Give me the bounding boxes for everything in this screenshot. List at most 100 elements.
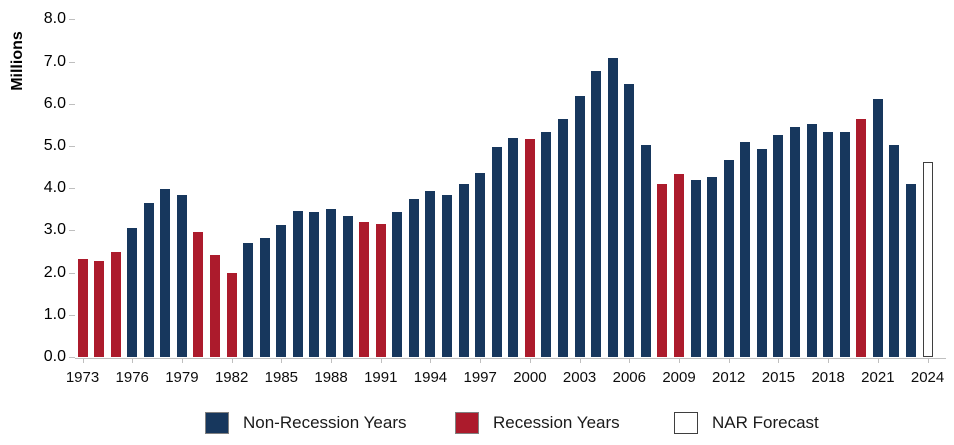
- bar-1977: [143, 202, 154, 357]
- bar-2018: [823, 131, 834, 357]
- bar-1982: [226, 273, 237, 357]
- x-tick-label: 1988: [314, 369, 348, 386]
- y-tick-mark: [69, 19, 75, 21]
- x-tick-mark: [480, 359, 482, 363]
- bar-1992: [392, 212, 403, 357]
- y-tick-label: 5.0: [43, 137, 66, 154]
- x-tick-mark: [181, 359, 183, 363]
- y-tick-mark: [69, 103, 75, 105]
- y-tick-label: 2.0: [43, 263, 66, 281]
- x-tick-mark: [231, 359, 233, 363]
- x-tick-label: 1997: [463, 369, 497, 386]
- bar-1973: [77, 258, 88, 357]
- x-tick-label: 1994: [413, 369, 448, 386]
- legend-swatch-nar-forecast: [674, 412, 698, 434]
- bar-1994: [425, 191, 436, 357]
- bar-1990: [359, 222, 370, 357]
- bar-1988: [326, 208, 337, 357]
- legend-label-recession: Recession Years: [493, 413, 620, 432]
- bar-2006: [624, 83, 635, 357]
- x-tick-mark: [877, 359, 879, 363]
- legend-entry-non-recession: Non-Recession Years: [205, 412, 406, 434]
- legend-entry-nar-forecast: NAR Forecast: [674, 412, 819, 434]
- y-tick-label: 8.0: [43, 10, 66, 28]
- x-tick-mark: [380, 359, 382, 363]
- bar-2009: [674, 173, 685, 357]
- x-tick-label: 1985: [264, 369, 299, 386]
- bar-1996: [458, 184, 469, 357]
- x-tick-label: 1976: [115, 369, 149, 386]
- bar-1991: [375, 224, 386, 357]
- bar-1997: [475, 172, 486, 357]
- x-tick-label: 2018: [811, 369, 845, 386]
- bar-1978: [160, 188, 171, 357]
- legend-label-nar-forecast: NAR Forecast: [712, 413, 819, 432]
- x-tick-label: 2000: [513, 369, 547, 386]
- bar-2001: [541, 131, 552, 357]
- y-tick-mark: [69, 314, 75, 316]
- bar-1999: [508, 137, 519, 357]
- bar-1981: [210, 254, 221, 357]
- bar-2016: [790, 127, 800, 357]
- y-tick-mark: [69, 146, 75, 147]
- bar-1974: [94, 260, 105, 357]
- y-tick-mark: [69, 188, 75, 190]
- x-tick-label: 1982: [214, 369, 249, 386]
- x-tick-mark: [529, 359, 531, 363]
- x-tick-mark: [728, 359, 730, 363]
- bar-1976: [127, 227, 138, 357]
- x-tick-mark: [828, 359, 830, 363]
- x-tick-label: 1979: [165, 369, 199, 386]
- x-tick-mark: [778, 359, 780, 363]
- bar-1989: [342, 216, 353, 357]
- bar-2013: [740, 142, 751, 357]
- y-tick-mark: [69, 272, 75, 274]
- bar-2020: [856, 118, 867, 357]
- bar-2010: [690, 180, 701, 357]
- x-tick-label: 2015: [761, 369, 796, 386]
- y-tick-label: 7.0: [43, 52, 66, 70]
- x-tick-mark: [331, 359, 333, 363]
- bar-2017: [806, 124, 817, 357]
- bar-1986: [292, 210, 303, 357]
- bar-2015: [773, 135, 784, 357]
- bar-1985: [276, 224, 287, 357]
- y-tick-label: 4.0: [43, 179, 66, 197]
- x-tick-mark: [679, 359, 681, 363]
- bar-2008: [657, 183, 668, 357]
- bar-1979: [176, 195, 187, 357]
- bar-2011: [707, 177, 718, 357]
- y-tick-label: 3.0: [43, 221, 66, 239]
- x-tick-label: 2009: [662, 369, 696, 386]
- bar-2021: [872, 98, 883, 357]
- bar-1984: [259, 237, 270, 357]
- x-tick-mark: [629, 359, 631, 363]
- bar-2022: [889, 144, 900, 357]
- legend-swatch-recession: [455, 412, 479, 434]
- bar-2024: [922, 162, 933, 357]
- y-tick-mark: [69, 61, 75, 63]
- bar-1998: [491, 147, 502, 357]
- y-tick-label: 1.0: [43, 305, 66, 323]
- bar-1987: [309, 211, 320, 357]
- bar-2002: [558, 119, 569, 357]
- x-tick-label: 1991: [364, 369, 398, 386]
- x-tick-mark: [430, 359, 432, 363]
- bar-2014: [756, 148, 767, 357]
- x-tick-label: 2006: [612, 369, 646, 386]
- bar-1993: [408, 199, 419, 357]
- x-tick-mark: [82, 359, 84, 363]
- bar-2007: [640, 144, 651, 357]
- legend-label-non-recession: Non-Recession Years: [243, 413, 407, 432]
- bar-1975: [110, 252, 121, 357]
- x-axis-line: [75, 358, 946, 359]
- bar-1995: [442, 194, 453, 357]
- bar-2005: [607, 58, 618, 357]
- bar-2012: [723, 160, 734, 357]
- y-tick-mark: [69, 357, 75, 358]
- bar-2019: [839, 131, 850, 357]
- x-tick-label: 2021: [861, 369, 895, 386]
- x-tick-mark: [281, 359, 283, 363]
- x-tick-label: 2012: [712, 369, 746, 386]
